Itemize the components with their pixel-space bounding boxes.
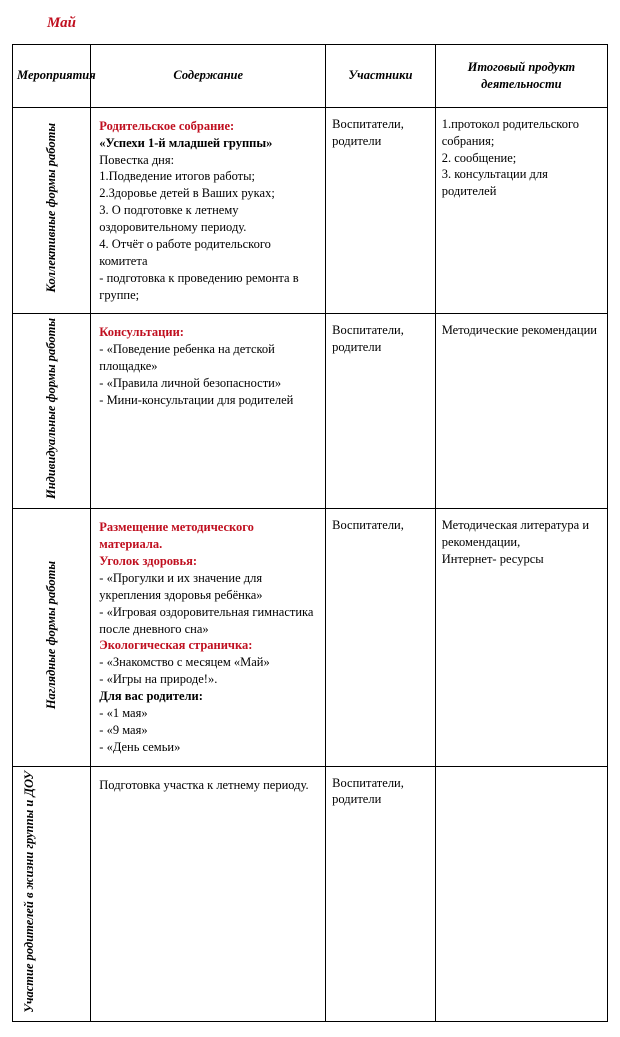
content-line: 4. Отчёт о работе родительского комитета xyxy=(99,236,317,270)
category-cell: Участие родителей в жизни группы и ДОУ xyxy=(13,766,91,1022)
content-line: - «Игровая оздоровительная гимнастика по… xyxy=(99,604,317,638)
category-label: Участие родителей в жизни группы и ДОУ xyxy=(22,771,82,1013)
content-heading-red: Родительское собрание: xyxy=(99,118,317,135)
content-line: - «1 мая» xyxy=(99,705,317,722)
content-heading-red: Консультации: xyxy=(99,324,317,341)
content-cell: Размещение методического материала.Уголо… xyxy=(91,509,326,766)
category-cell: Наглядные формы работы xyxy=(13,509,91,766)
participants-cell: Воспитатели, родители xyxy=(326,766,436,1022)
header-result: Итоговый продукт деятельности xyxy=(435,45,607,108)
content-heading-bold: «Успехи 1-й младшей группы» xyxy=(99,135,317,152)
plan-table: Мероприятия Содержание Участники Итоговы… xyxy=(12,44,608,1022)
content-line: 3. О подготовке к летнему оздоровительно… xyxy=(99,202,317,236)
content-line: - Мини-консультации для родителей xyxy=(99,392,317,409)
content-line: Размещение методического материала. xyxy=(99,519,317,553)
content-line: 2.Здоровье детей в Ваших руках; xyxy=(99,185,317,202)
result-cell: 1.протокол родительского собрания; 2. со… xyxy=(435,107,607,314)
content-cell: Консультации:- «Поведение ребенка на дет… xyxy=(91,314,326,509)
header-content: Содержание xyxy=(91,45,326,108)
header-events: Мероприятия xyxy=(13,45,91,108)
category-label: Наглядные формы работы xyxy=(44,561,59,709)
participants-cell: Воспитатели, родители xyxy=(326,107,436,314)
month-title: Май xyxy=(47,15,608,32)
content-line: Для вас родители: xyxy=(99,688,317,705)
participants-cell: Воспитатели, родители xyxy=(326,314,436,509)
table-row: Индивидуальные формы работы Консультации:… xyxy=(13,314,608,509)
category-label: Коллективные формы работы xyxy=(44,123,59,292)
content-line: Экологическая страничка: xyxy=(99,637,317,654)
table-header-row: Мероприятия Содержание Участники Итоговы… xyxy=(13,45,608,108)
content-line: - «Правила личной безопасности» xyxy=(99,375,317,392)
participants-cell: Воспитатели, xyxy=(326,509,436,766)
result-cell: Методические рекомендации xyxy=(435,314,607,509)
table-row: Наглядные формы работы Размещение методич… xyxy=(13,509,608,766)
category-cell: Индивидуальные формы работы xyxy=(13,314,91,509)
category-label: Индивидуальные формы работы xyxy=(44,318,59,499)
content-line: - «Игры на природе!». xyxy=(99,671,317,688)
content-line: Подготовка участка к летнему периоду. xyxy=(99,777,317,794)
content-line: - «9 мая» xyxy=(99,722,317,739)
result-cell xyxy=(435,766,607,1022)
content-line: - подготовка к проведению ремонта в груп… xyxy=(99,270,317,304)
content-line: Уголок здоровья: xyxy=(99,553,317,570)
content-line: 1.Подведение итогов работы; xyxy=(99,168,317,185)
content-line: - «Поведение ребенка на детской площадке… xyxy=(99,341,317,375)
content-line: - «День семьи» xyxy=(99,739,317,756)
content-line: - «Прогулки и их значение для укрепления… xyxy=(99,570,317,604)
content-line: - «Знакомство с месяцем «Май» xyxy=(99,654,317,671)
content-cell: Родительское собрание:«Успехи 1-й младше… xyxy=(91,107,326,314)
category-cell: Коллективные формы работы xyxy=(13,107,91,314)
content-cell: Подготовка участка к летнему периоду. xyxy=(91,766,326,1022)
table-row: Коллективные формы работы Родительское со… xyxy=(13,107,608,314)
table-row: Участие родителей в жизни группы и ДОУ По… xyxy=(13,766,608,1022)
header-participants: Участники xyxy=(326,45,436,108)
content-line: Повестка дня: xyxy=(99,152,317,169)
result-cell: Методическая литература и рекомендации, … xyxy=(435,509,607,766)
